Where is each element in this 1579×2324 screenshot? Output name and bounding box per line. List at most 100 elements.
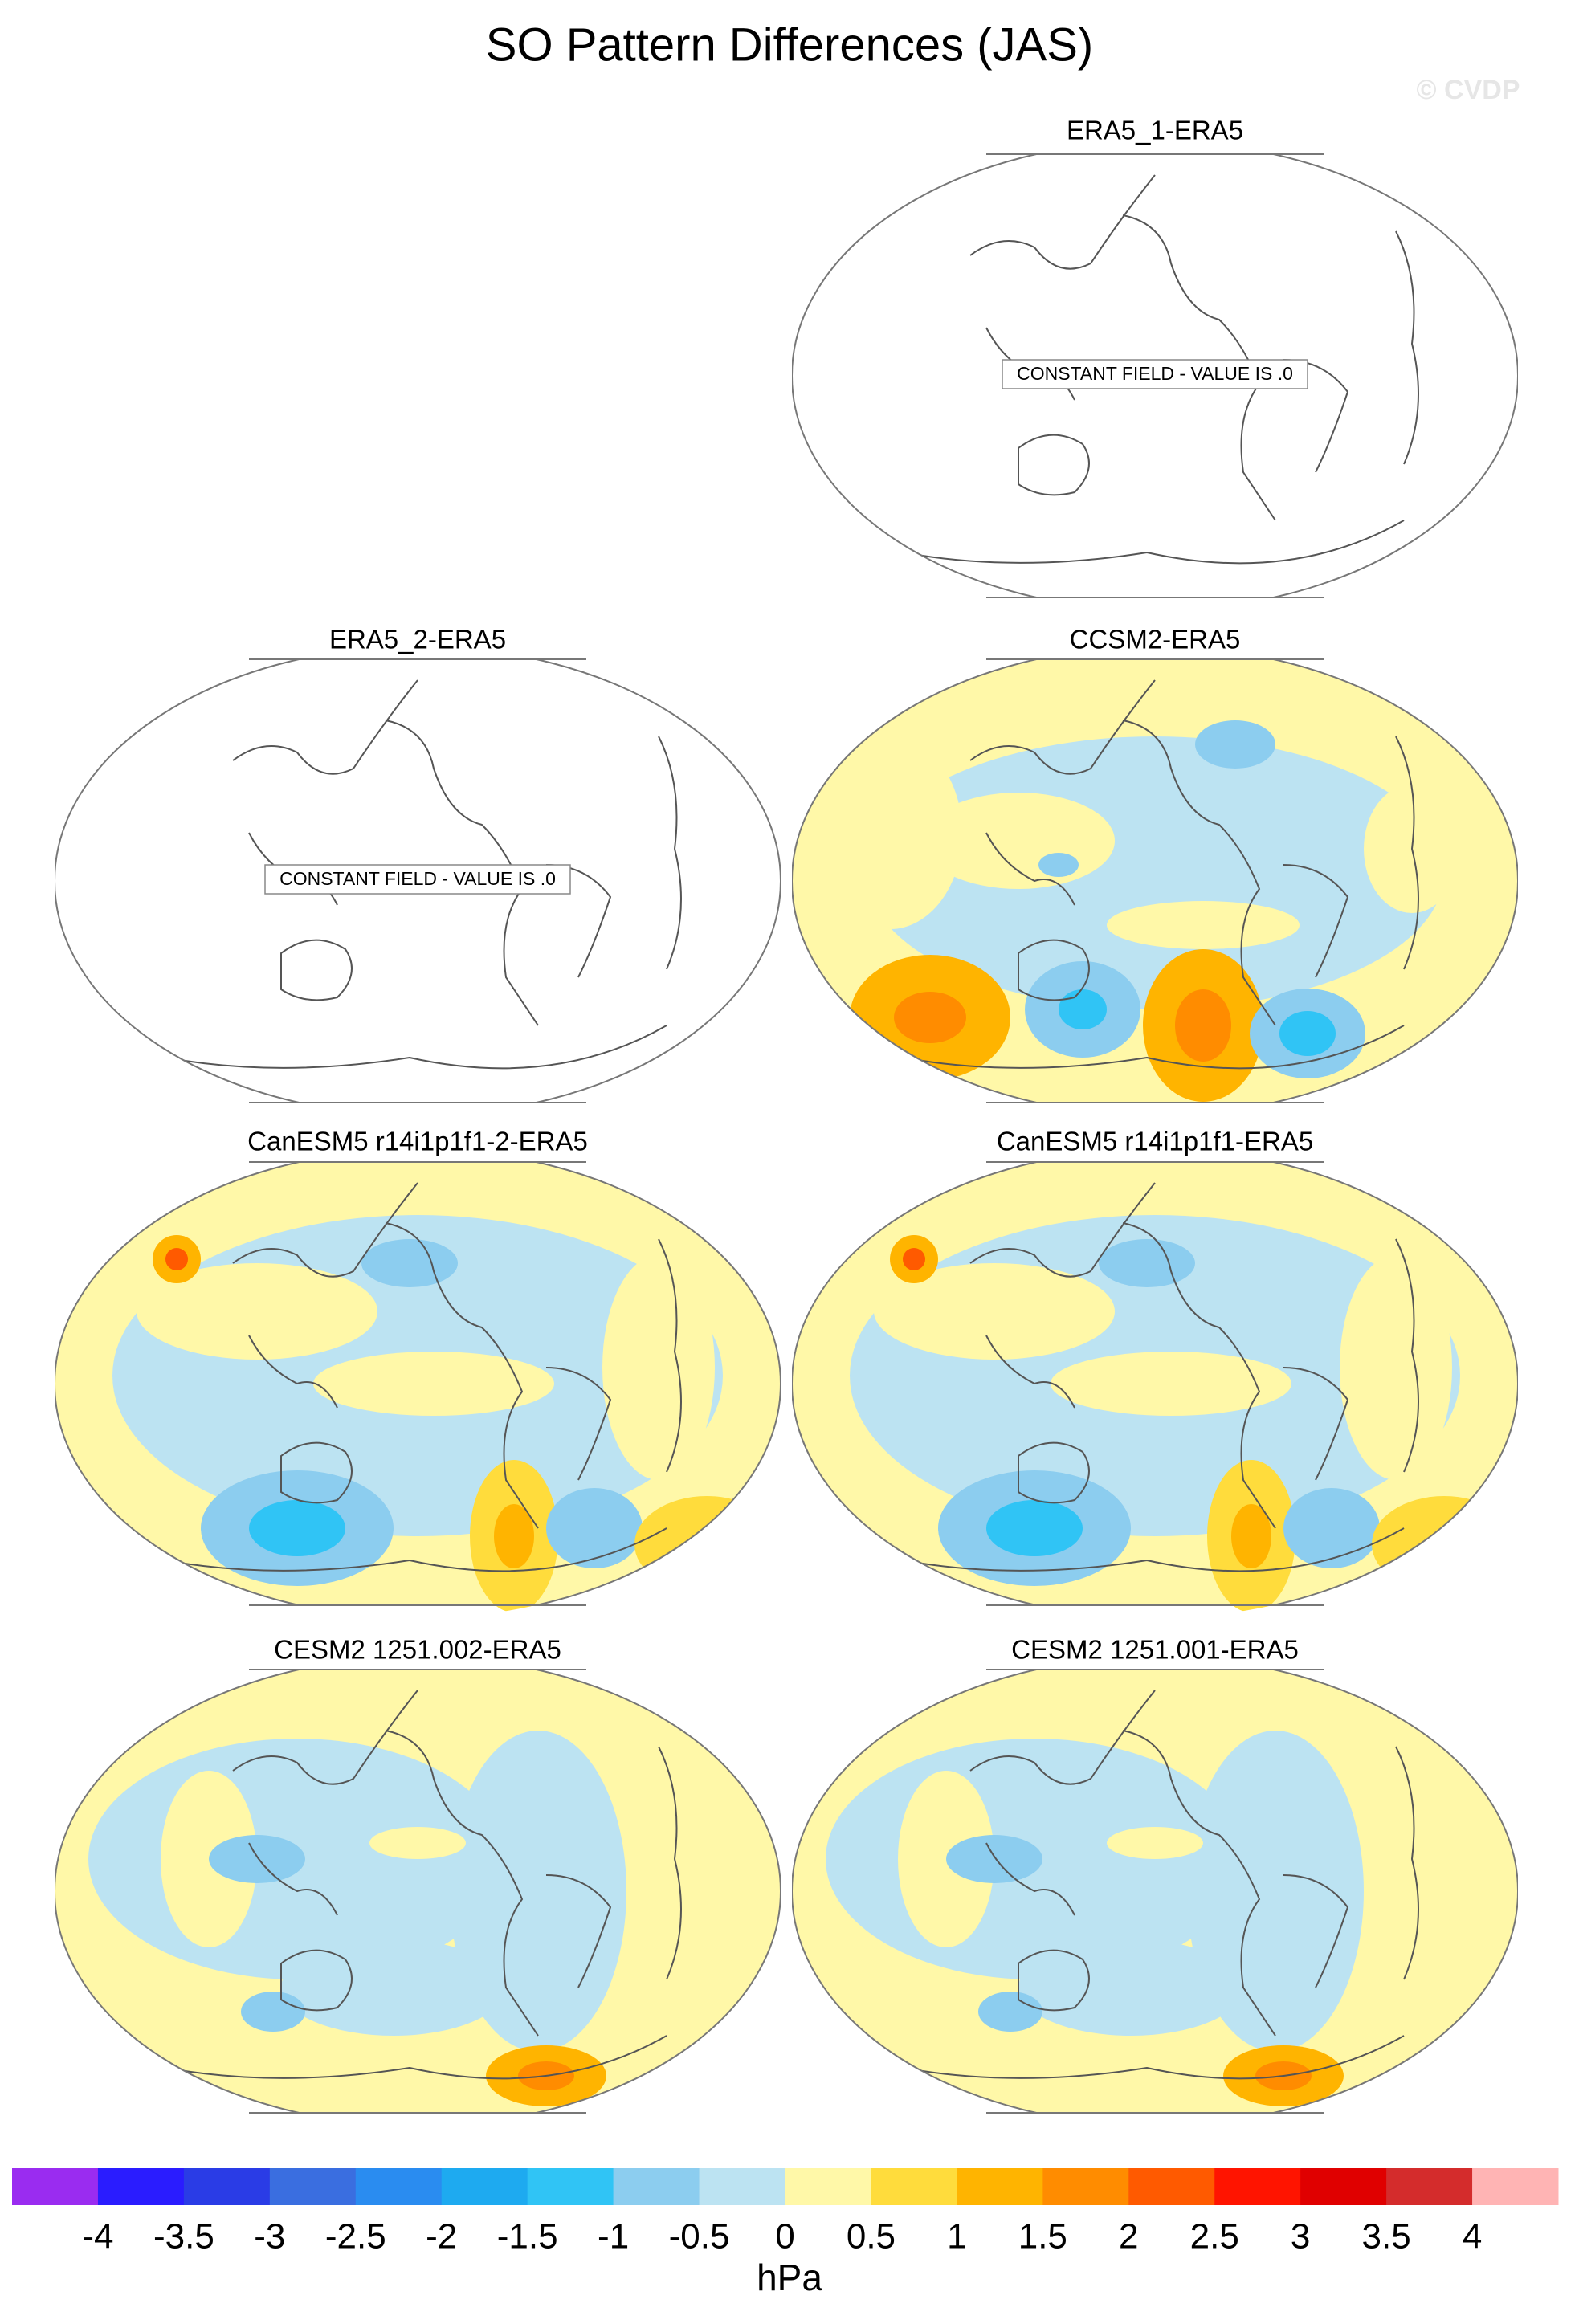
field-contour [137,1263,377,1360]
colorbar-box [527,2168,614,2205]
colorbar-box [613,2168,700,2205]
panel-title: CanESM5 r14i1p1f1-2-ERA5 [247,1127,588,1156]
field-contour [634,1496,779,1592]
coastline [865,679,1419,1070]
colorbar-box [97,2168,185,2205]
panel-title: ERA5_2-ERA5 [329,625,506,654]
colorbar-tick-label: -3.5 [153,2217,214,2257]
coastline [865,1690,1419,2080]
field-contour [1283,1488,1380,1568]
field-contour [1231,1504,1271,1568]
colorbar-tick-label: 3.5 [1362,2217,1411,2257]
map-panel: ERA5_2-ERA5 CONSTANT FIELD - VALUE IS .0 [55,625,781,1103]
field-contour [978,1992,1042,2032]
colorbar-box [1386,2168,1473,2205]
field-contour [209,1835,305,1883]
watermark: © CVDP [1417,75,1520,105]
map-panel: CCSM2-ERA5 [792,625,1518,1103]
figure-title: SO Pattern Differences (JAS) [486,18,1093,71]
field-contour [946,1175,1267,1215]
map-area [55,1162,781,1613]
field-contour [1099,1239,1195,1287]
field-contour [281,1939,506,2036]
field-contour [1175,989,1231,1062]
colorbar-box [441,2168,528,2205]
colorbar-tick-label: -0.5 [669,2217,730,2257]
colorbar-tick-label: 3 [1291,2217,1310,2257]
panel-title: CESM2 1251.001-ERA5 [1011,1635,1299,1665]
map-panel: CanESM5 r14i1p1f1-2-ERA5 [55,1127,781,1613]
colorbar-box [183,2168,271,2205]
colorbar-box [699,2168,785,2205]
colorbar-tick-label: -2 [426,2217,457,2257]
colorbar-tick-label: 0.5 [847,2217,896,2257]
field-contour [874,1263,1115,1360]
colorbar-box [1214,2168,1301,2205]
map-panel: CanESM5 r14i1p1f1-ERA5 [792,1127,1518,1613]
annotation-box [264,864,571,895]
field-contour [249,1500,345,1556]
map-area [792,1162,1518,1613]
colorbar-tick-label: 0 [775,2217,794,2257]
field-contour [602,1255,715,1480]
field-contour [494,1504,534,1568]
panel-title: ERA5_1-ERA5 [1067,116,1243,145]
field-contour [1107,901,1300,949]
annotation: CONSTANT FIELD - VALUE IS .0 [279,868,556,889]
field-contour [546,1488,643,1568]
field-contour [922,793,1115,889]
coastline [128,1182,682,1572]
field-contour [1018,1939,1243,2036]
colorbar-box [269,2168,357,2205]
coastline [128,1690,682,2080]
field-contour [818,736,962,929]
field-contour [209,1175,530,1215]
panel-title: CCSM2-ERA5 [1070,625,1241,654]
map-area [792,659,1518,1103]
colorbar-box [1042,2168,1129,2205]
colorbar-box [355,2168,443,2205]
colorbar-tick-label: 1 [947,2217,966,2257]
field-contour [1340,1255,1452,1480]
field-contour [1279,1011,1336,1056]
coastline [865,1182,1419,1572]
field-contour [1051,1352,1291,1416]
field-contour [946,1835,1042,1883]
colorbar-box [12,2168,99,2205]
map-area [55,1670,781,2113]
annotation: CONSTANT FIELD - VALUE IS .0 [1017,363,1293,384]
colorbar-tick-label: -3 [254,2217,285,2257]
panel-title: CanESM5 r14i1p1f1-ERA5 [997,1127,1313,1156]
field-contour [903,1248,925,1270]
colorbar-box [1472,2168,1559,2205]
colorbar-tick-label: 2 [1119,2217,1138,2257]
colorbar-tick-label: 4 [1463,2217,1482,2257]
colorbar-tick-label: 2.5 [1190,2217,1239,2257]
field-contour [1107,1827,1203,1859]
colorbar-label: hPa [757,2257,822,2298]
colorbar-box [1128,2168,1215,2205]
colorbar-box [957,2168,1043,2205]
map-panel: ERA5_1-ERA5 CONSTANT FIELD - VALUE IS .0 [792,116,1518,598]
field-contour [1038,853,1079,877]
colorbar-tick-label: -1.5 [497,2217,558,2257]
colorbar: -4 -3.5 -3 -2.5 -2 -1.5 -1 -0.5 0 0.5 1 1.5 2 2.5 3 3.5… [12,2168,1559,2257]
field-contour [986,1500,1083,1556]
field-contour [894,992,966,1043]
colorbar-tick-label: 1.5 [1018,2217,1067,2257]
field-contour [241,1992,305,2032]
colorbar-tick-label: -2.5 [325,2217,386,2257]
field-contour [165,1248,188,1270]
colorbar-tick-label: -4 [82,2217,113,2257]
colorbar-box [871,2168,957,2205]
field-contour [1372,1496,1516,1592]
colorbar-tick-label: -1 [598,2217,629,2257]
field-contour [369,1827,466,1859]
field-contour [1059,989,1107,1029]
field-contour [361,1239,458,1287]
annotation-box [1002,359,1308,389]
field-contour [1195,720,1275,769]
map-panel: CESM2 1251.002-ERA5 [55,1635,781,2114]
field-contour [313,1352,554,1416]
map-panel: CESM2 1251.001-ERA5 [792,1635,1518,2114]
